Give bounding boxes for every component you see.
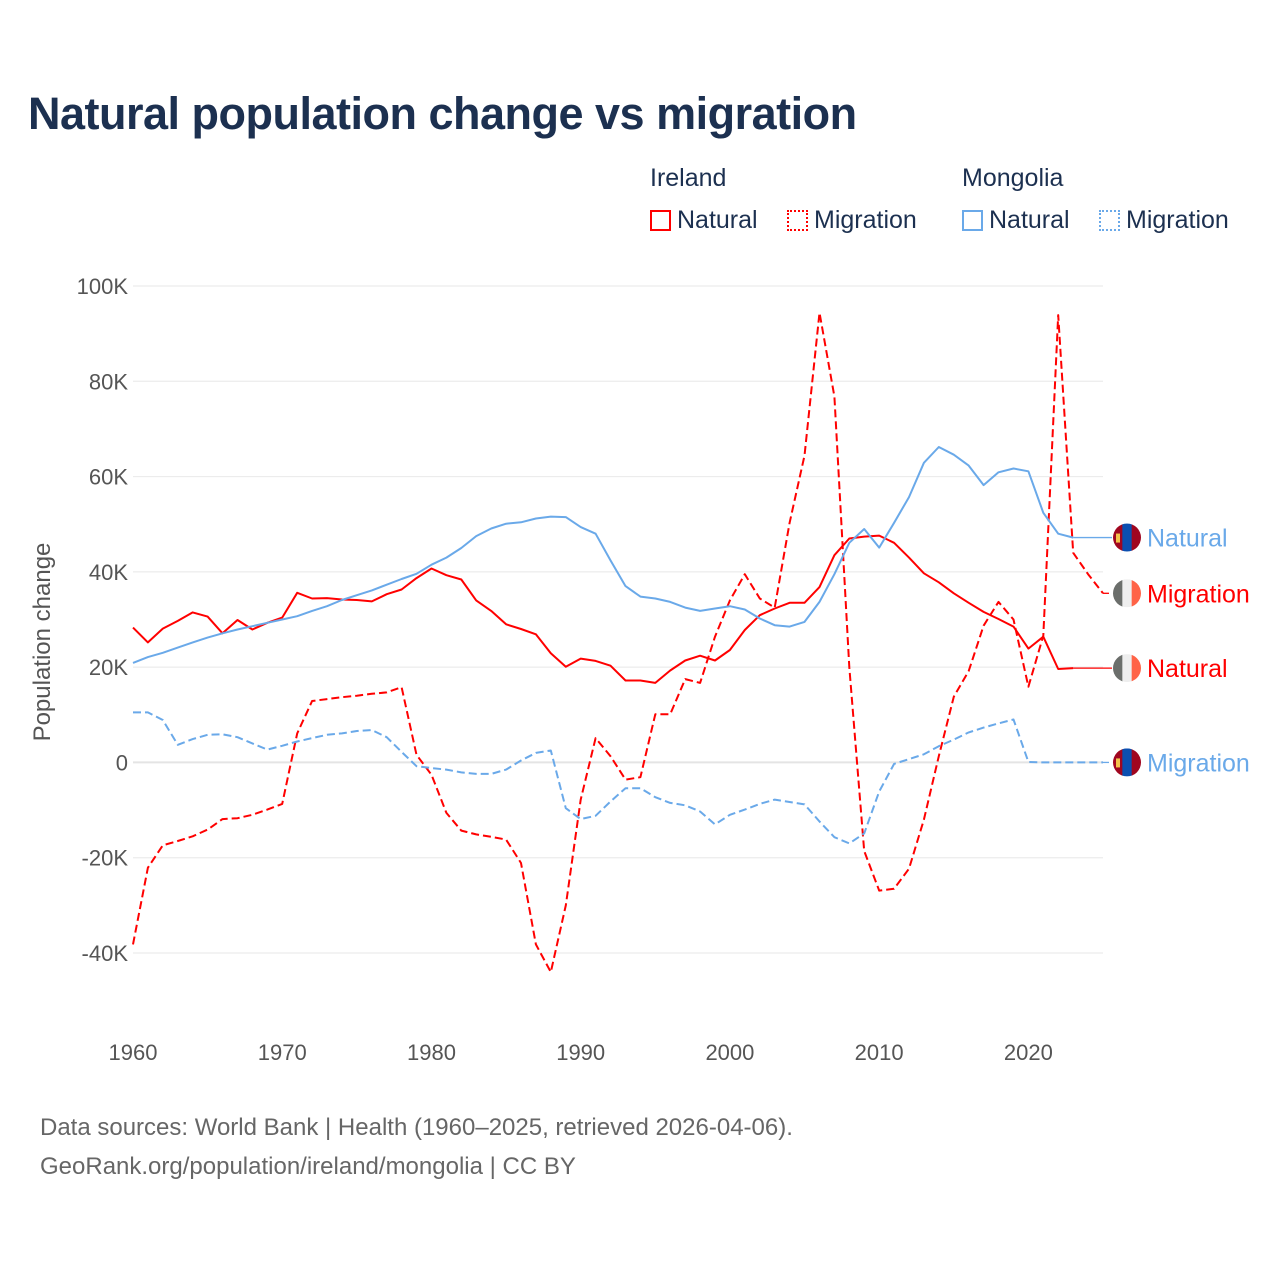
legend-label: Migration <box>1126 206 1229 234</box>
x-tick-label: 1980 <box>407 1040 456 1065</box>
y-tick-label: 100K <box>77 274 129 299</box>
x-tick-label: 1970 <box>258 1040 307 1065</box>
flag-stripe <box>1122 579 1133 608</box>
flag-stripe <box>1113 579 1123 608</box>
flag-stripe <box>1131 523 1141 552</box>
legend-swatch-dotted-red <box>787 210 808 231</box>
legend-mongolia-natural[interactable]: Natural <box>962 206 1070 235</box>
soyombo-emblem <box>1116 533 1120 543</box>
mongolia-flag-icon <box>1113 748 1141 777</box>
ireland-flag-icon <box>1113 579 1141 608</box>
legend-label: Migration <box>814 206 917 234</box>
soyombo-emblem <box>1116 758 1120 768</box>
legend-ireland-natural[interactable]: Natural <box>650 206 758 235</box>
flag-stripe <box>1113 654 1123 683</box>
y-tick-label: 0 <box>116 750 128 775</box>
x-tick-label: 2020 <box>1004 1040 1053 1065</box>
series-line-ireland-natural <box>132 534 1074 684</box>
end-label: Natural <box>1147 655 1228 683</box>
flag-stripe <box>1122 654 1133 683</box>
mongolia-flag-icon <box>1113 523 1141 552</box>
y-axis-label: Population change <box>29 543 56 742</box>
legend-label: Natural <box>677 206 758 234</box>
y-tick-label: -20K <box>82 846 129 871</box>
y-tick-label: 20K <box>89 655 128 680</box>
flag-stripe <box>1122 748 1133 777</box>
flag-stripe <box>1131 748 1141 777</box>
y-tick-label: 60K <box>89 465 128 490</box>
legend-swatch-solid-blue <box>962 210 983 231</box>
data-source-note: Data sources: World Bank | Health (1960–… <box>40 1114 793 1141</box>
legend-ireland-migration[interactable]: Migration <box>787 206 917 235</box>
end-label: Migration <box>1147 580 1250 608</box>
flag-stripe <box>1131 654 1141 683</box>
y-tick-label: 40K <box>89 560 128 585</box>
x-tick-label: 2000 <box>705 1040 754 1065</box>
flag-stripe <box>1122 523 1133 552</box>
legend-group-mongolia: Mongolia <box>962 164 1064 192</box>
x-tick-label: 1960 <box>109 1040 158 1065</box>
legend-swatch-dotted-blue <box>1099 210 1120 231</box>
legend-group-ireland: Ireland <box>650 164 727 192</box>
x-tick-label: 2010 <box>855 1040 904 1065</box>
source-link[interactable]: GeoRank.org/population/ireland/mongolia … <box>40 1153 576 1180</box>
legend-label: Natural <box>989 206 1070 234</box>
footer: Data sources: World Bank | Health (1960–… <box>40 1108 793 1186</box>
series-line-mongolia-natural <box>132 446 1074 664</box>
chart-title: Natural population change vs migration <box>28 88 857 139</box>
legend-mongolia-migration[interactable]: Migration <box>1099 206 1229 235</box>
x-tick-label: 1990 <box>556 1040 605 1065</box>
flag-stripe <box>1131 579 1141 608</box>
series-line-ireland-migration <box>132 311 1104 974</box>
legend-swatch-solid-red <box>650 210 671 231</box>
end-label: Natural <box>1147 525 1228 553</box>
ireland-flag-icon <box>1113 654 1141 683</box>
y-tick-label: 80K <box>89 369 128 394</box>
series-line-mongolia-migration <box>133 711 1103 845</box>
end-label: Migration <box>1147 749 1250 777</box>
y-tick-label: -40K <box>82 941 129 966</box>
